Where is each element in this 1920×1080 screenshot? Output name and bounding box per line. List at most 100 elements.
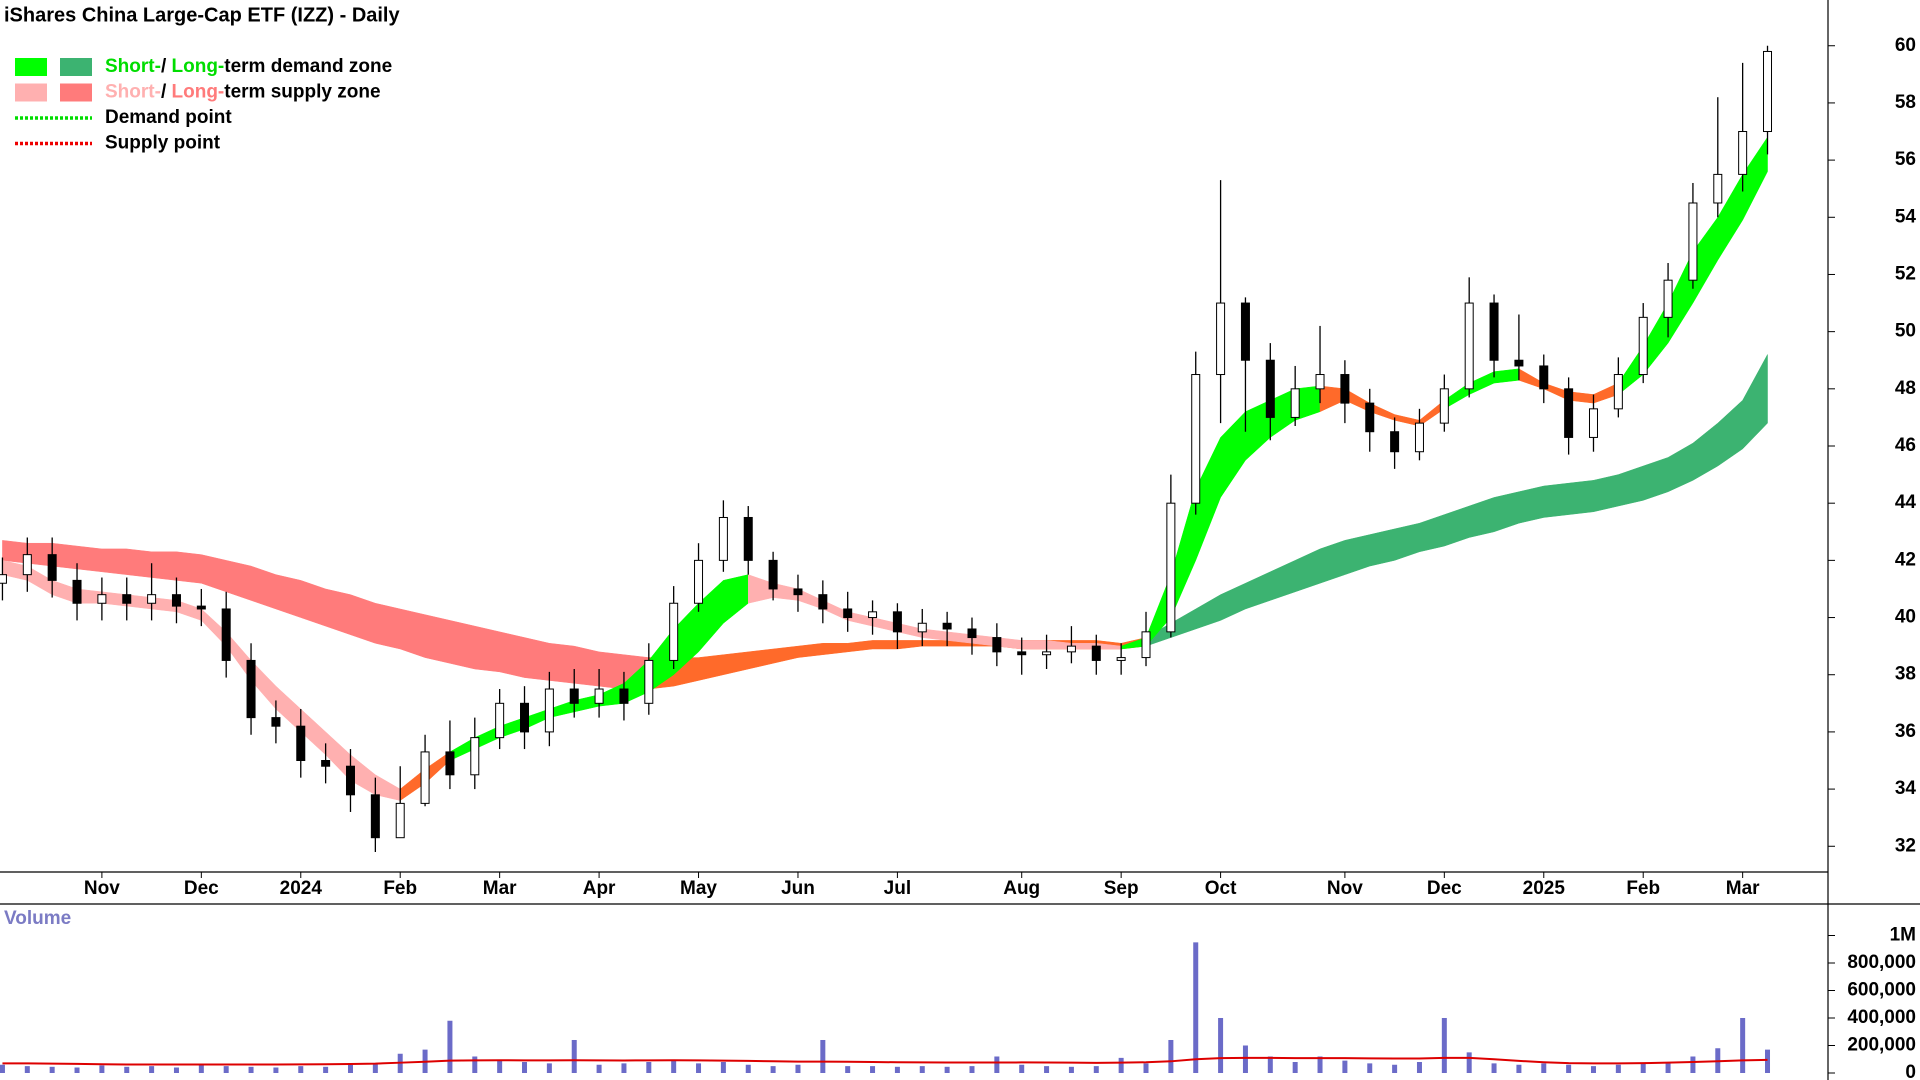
legend-text: /	[161, 56, 172, 77]
x-tick-label: Nov	[1327, 878, 1363, 899]
y-tick-label: 60	[1895, 35, 1916, 56]
volume-bar	[1590, 1066, 1596, 1073]
x-tick-label: Feb	[383, 878, 417, 899]
y-tick-label: 42	[1895, 549, 1916, 570]
candle-body	[470, 737, 480, 776]
candle-body	[1066, 645, 1076, 653]
candle-body	[370, 794, 380, 839]
volume-bar	[1342, 1060, 1348, 1073]
volume-bar	[1392, 1064, 1398, 1073]
candle-body	[743, 516, 753, 561]
y-tick-label: 38	[1895, 664, 1916, 685]
x-tick-label: Feb	[1626, 878, 1660, 899]
x-tick-label: Mar	[1726, 878, 1760, 899]
candle-body	[1390, 431, 1400, 453]
candle-body	[1713, 173, 1723, 204]
volume-bar	[1367, 1063, 1373, 1073]
y-tick-label: 400,000	[1847, 1007, 1916, 1028]
candle-body	[1240, 302, 1250, 361]
x-tick-label: Mar	[483, 878, 517, 899]
x-tick-label: 2024	[280, 878, 323, 899]
candle-body	[1464, 302, 1474, 390]
candle-body	[395, 802, 405, 839]
x-tick-label: Dec	[1427, 878, 1462, 899]
volume-bar	[24, 1066, 30, 1073]
volume-bar	[1118, 1057, 1124, 1073]
candle-body	[1489, 302, 1499, 361]
volume-bar	[99, 1065, 105, 1073]
candle-body	[1042, 651, 1052, 656]
candle-body	[594, 688, 604, 704]
volume-bar	[1466, 1052, 1472, 1073]
candle-body	[1514, 359, 1524, 367]
volume-bar	[1690, 1056, 1696, 1073]
x-tick-label: May	[680, 878, 717, 899]
volume-bar	[1193, 942, 1199, 1073]
volume-bar	[223, 1066, 229, 1073]
candle-body	[992, 637, 1002, 653]
candle-body	[271, 717, 281, 727]
candle-body	[569, 688, 579, 704]
volume-bar	[1765, 1049, 1771, 1073]
candle-body	[1116, 657, 1126, 661]
volume-bar	[372, 1063, 378, 1073]
volume-bar	[671, 1060, 677, 1073]
y-tick-label: 0	[1905, 1062, 1916, 1080]
candle-body	[345, 765, 355, 796]
volume-bar	[1441, 1017, 1447, 1073]
candle-body	[768, 559, 778, 590]
candle-body	[917, 622, 927, 633]
legend-text: Demand point	[105, 107, 232, 128]
candle-body	[296, 725, 306, 761]
volume-bar	[1242, 1045, 1248, 1073]
candle-body	[520, 702, 530, 733]
x-tick-label: Sep	[1104, 878, 1139, 899]
y-tick-label: 52	[1895, 263, 1916, 284]
candle-body	[793, 588, 803, 596]
y-tick-label: 32	[1895, 835, 1916, 856]
x-tick-label: 2025	[1523, 878, 1566, 899]
volume-bar	[745, 1064, 751, 1073]
volume-bar	[149, 1066, 155, 1073]
legend-label: Short-/ Long-term supply zone	[105, 82, 381, 103]
y-tick-label: 36	[1895, 721, 1916, 742]
volume-bar	[1317, 1056, 1323, 1073]
volume-bar	[1019, 1064, 1025, 1073]
candle-body	[1216, 302, 1226, 376]
candle-body	[97, 594, 107, 604]
candle-body	[818, 594, 828, 610]
volume-bar	[472, 1056, 478, 1073]
x-tick-label: Nov	[84, 878, 120, 899]
candle-body	[1439, 388, 1449, 424]
candle-body	[1738, 131, 1748, 175]
volume-bar	[298, 1066, 304, 1073]
legend-label: Supply point	[105, 133, 221, 154]
x-tick-label: Jul	[884, 878, 911, 899]
volume-bar	[845, 1066, 851, 1073]
volume-bar	[770, 1066, 776, 1073]
volume-bar	[1566, 1064, 1572, 1073]
y-tick-label: 600,000	[1847, 980, 1916, 1001]
volume-bar	[347, 1064, 353, 1073]
candle-body	[1414, 422, 1424, 453]
candle-body	[196, 605, 206, 610]
candle-body	[1166, 502, 1176, 633]
candle-body	[246, 659, 256, 719]
legend-text: Supply point	[105, 133, 221, 154]
volume-bar	[1491, 1063, 1497, 1073]
volume-bar	[646, 1061, 652, 1073]
candle-body	[1141, 631, 1151, 659]
candle-body	[1315, 374, 1325, 390]
volume-bar	[1218, 1017, 1224, 1073]
candle-body	[420, 751, 430, 804]
legend-text: Long-	[172, 82, 225, 103]
candle-body	[718, 516, 728, 561]
zone-band	[1145, 354, 1768, 647]
x-tick-label: Oct	[1205, 878, 1237, 899]
candle-body	[967, 628, 977, 639]
volume-average	[2, 1056, 1768, 1066]
candle-body	[1191, 374, 1201, 504]
y-tick-label: 58	[1895, 92, 1916, 113]
candle-body	[1290, 388, 1300, 418]
